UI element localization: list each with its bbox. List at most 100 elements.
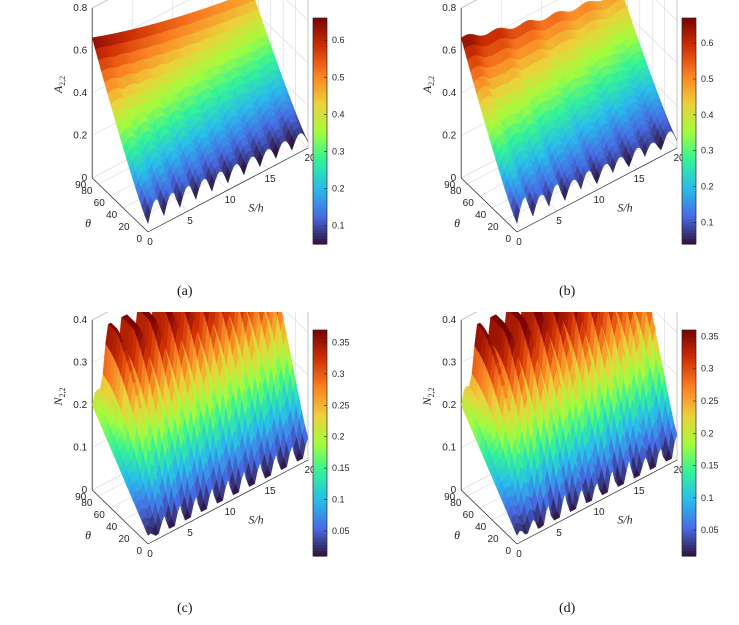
z-tick-label: 0.2: [442, 131, 456, 142]
s-tick-label: 0: [516, 549, 522, 560]
z-gridline: [92, 0, 309, 51]
theta-axis-line: [460, 177, 518, 233]
theta-tick-label: 40: [475, 210, 487, 221]
surface-patch: [513, 203, 520, 225]
z-tick-label: 0.1: [442, 443, 456, 454]
colorbar-tick-label: 0.6: [701, 38, 714, 48]
theta-axis-label: θ: [85, 216, 91, 230]
z-tick-label: 0.2: [73, 131, 87, 142]
surface-patch: [513, 522, 520, 536]
z-tick-label: 0.4: [73, 88, 87, 99]
colorbar-tick-label: 0.4: [701, 110, 714, 120]
colorbar-tick-label: 0.6: [332, 35, 345, 45]
s-tick-label: 0: [147, 549, 153, 560]
colorbar-tick-label: 0.5: [701, 74, 714, 84]
s-tick-label: 0: [516, 237, 522, 248]
surface-patch: [590, 312, 594, 318]
surface-patch: [275, 312, 279, 318]
theta-tick-label: 0: [505, 234, 511, 245]
theta-tick-label: 60: [463, 510, 475, 521]
z-tick-label: 0.8: [442, 3, 456, 14]
theta-tick-label: 20: [487, 534, 499, 545]
s-axis-line: [516, 459, 678, 545]
theta-axis-line: [91, 489, 149, 545]
s-tick-label: 15: [633, 486, 645, 497]
colorbar-tick-label: 0.1: [332, 220, 345, 230]
surface-patch: [144, 204, 151, 225]
surface-plot-b: 0 5 10 15 20 0 20 40 60 80 90 0 0.2 0.4 0.6 0.8 S/h θ A2,2…: [369, 0, 739, 312]
s-axis-line: [147, 147, 309, 233]
colorbar-tick-label: 0.3: [701, 364, 714, 374]
colorbar-tick-label: 0.35: [332, 338, 350, 348]
colorbar-tick-label: 0.15: [701, 461, 719, 471]
theta-tick-label: 20: [487, 222, 499, 233]
s-tick-label: 5: [556, 216, 562, 227]
colorbar-tick-label: 0.2: [701, 428, 714, 438]
svg-text:A2,2: A2,2: [420, 76, 436, 94]
z-tick-label: 0.1: [73, 443, 87, 454]
theta-tick-label: 80: [81, 186, 93, 197]
colorbar-tick-label: 0.15: [332, 463, 350, 473]
theta-axis-label: θ: [85, 528, 91, 542]
s-tick-label: 0: [147, 237, 153, 248]
s-tick-label: 20: [304, 465, 316, 476]
theta-tick-label: 40: [106, 522, 118, 533]
z-axis-label: A2,2: [51, 76, 67, 94]
s-axis-line: [516, 147, 678, 233]
theta-tick-label: 60: [94, 510, 106, 521]
colorbar-tick-label: 0.25: [332, 400, 350, 410]
surface-plot-d-svg: 051015200204060809000.10.20.30.4S/hθN2,2…: [420, 312, 719, 560]
surface-plot-c: 0 5 10 15 20 0 20 40 60 80 90 0 0.1 0.2 0.3 0.4 S/h θ N2,2…: [0, 312, 370, 624]
theta-axis-line: [91, 177, 149, 233]
theta-axis-label: θ: [454, 216, 460, 230]
s-axis-label: S/h: [248, 201, 263, 215]
colorbar-tick-label: 0.1: [701, 493, 714, 503]
colorbar-2: 0.05 0.1 0.15 0.2 0.25 0.3 0.35: [312, 329, 350, 557]
s-axis-line: [147, 459, 309, 545]
colorbar-0: 0.1 0.2 0.3 0.4 0.5 0.6: [312, 17, 345, 245]
surface-plot-c-svg: 051015200204060809000.10.20.30.4S/hθN2,2…: [51, 312, 350, 560]
colorbar-tick-label: 0.3: [332, 146, 345, 156]
colorbar-tick-label: 0.1: [332, 495, 345, 505]
colorbar-tick-label: 0.05: [701, 525, 719, 535]
s-tick-label: 15: [633, 174, 645, 185]
caption-d: (d): [559, 601, 576, 616]
svg-text:N2,2: N2,2: [420, 387, 436, 406]
theta-tick-label: 90: [75, 492, 87, 503]
z-tick-label: 0.2: [442, 400, 456, 411]
theta-tick-label: 0: [136, 546, 142, 557]
theta-tick-label: 80: [450, 186, 462, 197]
surface-patch: [144, 525, 151, 536]
colorbar-tick-label: 0.05: [332, 526, 350, 536]
theta-tick-label: 90: [444, 180, 456, 191]
colorbar-tick-label: 0.2: [332, 183, 345, 193]
s-tick-label: 15: [264, 486, 276, 497]
s-tick-label: 10: [224, 507, 236, 518]
svg-text:A2,2: A2,2: [51, 76, 67, 94]
theta-tick-label: 20: [118, 222, 130, 233]
surface-3: [460, 312, 678, 536]
theta-tick-label: 90: [75, 180, 87, 191]
colorbar-3: 0.05 0.1 0.15 0.2 0.25 0.3 0.35: [681, 329, 719, 557]
s-axis-label: S/h: [617, 513, 632, 527]
colorbar-tick-label: 0.25: [701, 396, 719, 406]
theta-tick-label: 40: [475, 522, 487, 533]
z-tick-label: 0: [451, 485, 457, 496]
z-axis-label: A2,2: [420, 76, 436, 94]
theta-tick-label: 0: [136, 234, 142, 245]
s-tick-label: 20: [673, 153, 685, 164]
s-axis-label: S/h: [248, 513, 263, 527]
colorbar-tick-label: 0.2: [701, 182, 714, 192]
colorbar-tick-label: 0.3: [332, 369, 345, 379]
svg-text:N2,2: N2,2: [51, 387, 67, 406]
theta-tick-label: 80: [81, 498, 93, 509]
z-gridline: [92, 0, 109, 9]
z-tick-label: 0.8: [73, 3, 87, 14]
theta-tick-label: 0: [505, 546, 511, 557]
theta-tick-label: 20: [118, 534, 130, 545]
theta-tick-label: 80: [450, 498, 462, 509]
theta-tick-label: 60: [94, 198, 106, 209]
